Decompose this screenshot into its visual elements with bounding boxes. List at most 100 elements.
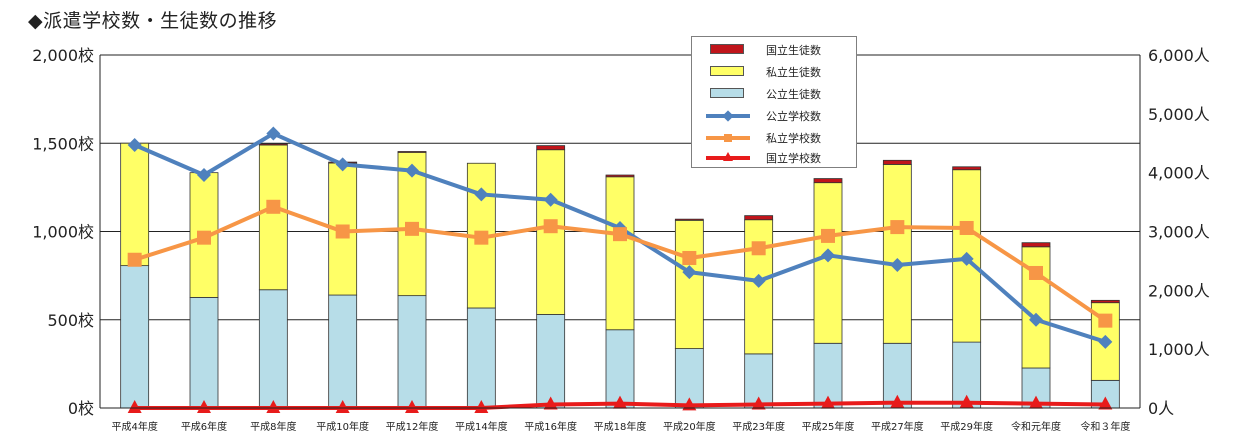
data-point [474, 187, 489, 202]
data-point [890, 258, 905, 273]
data-point [127, 252, 142, 267]
data-point [543, 192, 558, 207]
bar-segment [536, 145, 566, 151]
bar-segment [882, 164, 912, 344]
data-point [1029, 312, 1043, 327]
category-label: 平成18年度 [594, 420, 647, 433]
right-tick-label: 1,000人 [1148, 340, 1210, 359]
data-point [821, 248, 835, 263]
bar-segment [258, 143, 288, 146]
data-point [197, 230, 211, 245]
bar-segment [258, 144, 288, 291]
bar-segment [536, 314, 566, 409]
legend-marker [722, 110, 734, 122]
bar-segment [813, 182, 843, 344]
right-tick-label: 4,000人 [1148, 164, 1210, 183]
category-label: 平成6年度 [181, 420, 227, 433]
axes: 0校 500校 1,000校 1,500校 2,000校 0人 1,000人 2,000人 3,… [32, 46, 1210, 433]
legend-marker [723, 152, 733, 161]
data-point [543, 396, 558, 410]
data-point [821, 228, 835, 243]
data-point [474, 400, 489, 413]
data-point [127, 400, 142, 413]
bar-segment [952, 166, 982, 171]
data-point [1029, 395, 1043, 409]
bar-segment [813, 178, 843, 184]
data-point [405, 163, 419, 178]
legend-swatch [710, 66, 744, 76]
category-label: 平成20年度 [663, 420, 716, 433]
bar-segment [674, 218, 704, 221]
legend-item-kokuritsu-students: 国立生徒数 [692, 39, 856, 61]
right-tick-label: 6,000人 [1148, 46, 1210, 65]
legend-label: 国立学校数 [766, 152, 821, 165]
bar-segment [674, 219, 704, 349]
category-label: 平成16年度 [524, 420, 577, 433]
bar-segment [120, 142, 150, 267]
category-label: 平成27年度 [871, 420, 924, 433]
left-tick-label: 1,500校 [32, 134, 94, 153]
data-point [613, 227, 627, 242]
right-tick-label: 3,000人 [1148, 223, 1210, 242]
data-point [266, 126, 281, 141]
data-point [1098, 396, 1113, 410]
data-point [821, 395, 835, 409]
data-point [1098, 313, 1113, 328]
bar-segment [466, 307, 496, 409]
data-point [197, 168, 211, 183]
data-point [959, 220, 974, 235]
legend-item-koritsu-students: 公立生徒数 [692, 83, 856, 105]
data-point [890, 394, 905, 408]
data-point [1029, 265, 1043, 280]
data-point [959, 394, 974, 408]
right-tick-label: 0人 [1148, 399, 1174, 418]
bar-segment [120, 265, 150, 409]
left-tick-label: 1,000校 [32, 223, 94, 242]
data-point [266, 400, 281, 413]
legend-label: 公立生徒数 [766, 88, 821, 101]
bar-segment [397, 295, 427, 409]
legend-swatch [710, 44, 744, 54]
data-point [1098, 334, 1113, 349]
right-tick-label: 5,000人 [1148, 105, 1210, 124]
bar-segment [744, 215, 774, 221]
data-point [543, 219, 558, 234]
legend-item-shiritsu-schools: 私立学校数 [692, 127, 856, 149]
category-label: 平成4年度 [111, 420, 157, 433]
data-point [682, 397, 697, 411]
bar-segment [328, 294, 358, 409]
bar-segment [605, 176, 635, 331]
left-tick-label: 0校 [68, 399, 94, 418]
legend-item-shiritsu-students: 私立生徒数 [692, 61, 856, 83]
category-label: 平成10年度 [316, 420, 369, 433]
bar-segment [605, 174, 635, 178]
bar-segment [1090, 299, 1120, 304]
legend: 国立生徒数 私立生徒数 公立生徒数 公立学校数 私立学校数 国立学校数 [691, 36, 857, 168]
category-label: 令和３年度 [1080, 420, 1130, 433]
legend-item-kokuritsu-schools: 国立学校数 [692, 147, 856, 169]
legend-label: 私立生徒数 [766, 66, 821, 79]
data-point [959, 251, 974, 266]
line-layer [127, 126, 1113, 413]
legend-label: 国立生徒数 [766, 44, 821, 57]
data-point [335, 224, 350, 239]
data-point [474, 230, 489, 245]
legend-marker [724, 134, 732, 142]
data-point [682, 250, 697, 265]
data-point [613, 395, 627, 409]
category-label: 令和元年度 [1011, 420, 1061, 433]
bar-segment [882, 159, 912, 165]
category-label: 平成25年度 [802, 420, 855, 433]
legend-label: 公立学校数 [766, 110, 821, 123]
data-point [405, 400, 419, 413]
data-point [751, 396, 766, 410]
data-point [266, 199, 281, 214]
bar-segment [189, 296, 219, 409]
page-title: ◆派遣学校数・生徒数の推移 [28, 10, 278, 32]
data-point [405, 221, 419, 236]
bar-segment [258, 289, 288, 409]
left-tick-label: 2,000校 [32, 46, 94, 65]
category-label: 平成29年度 [940, 420, 993, 433]
bar-segment [1021, 242, 1051, 248]
